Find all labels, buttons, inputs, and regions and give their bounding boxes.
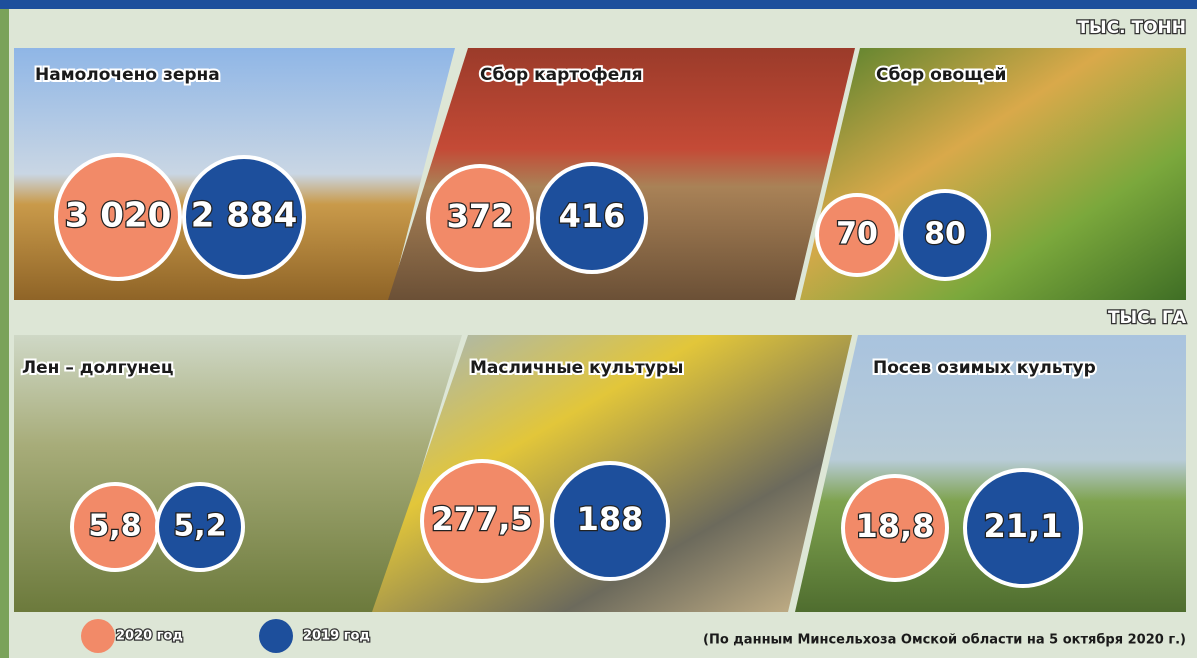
value-2019: 80 [924, 217, 966, 252]
value-2019: 416 [559, 197, 626, 235]
value-2019: 188 [577, 500, 644, 538]
panel-title: Сбор овощей [876, 65, 1006, 85]
value-2019: 21,1 [984, 507, 1063, 545]
value-2020: 18,8 [856, 507, 935, 545]
infographic: ТЫС. ТОНН ТЫС. ГА Намолочено зерна 3 020 2… [0, 0, 1197, 658]
value-2020: 5,8 [88, 509, 141, 544]
panel-title: Масличные культуры [470, 358, 683, 378]
side-strip [0, 9, 9, 658]
panel-title: Лен – долгунец [22, 358, 173, 378]
panel-title: Посев озимых культур [873, 358, 1096, 378]
value-2020: 277,5 [431, 500, 532, 538]
legend-swatch-2019 [259, 619, 293, 653]
value-2020: 3 020 [65, 196, 171, 236]
legend-2019: 2019 год [303, 629, 370, 644]
value-2020: 372 [447, 197, 514, 235]
legend-swatch-2020 [81, 619, 115, 653]
value-2019: 5,2 [173, 509, 226, 544]
units-bottom: ТЫС. ГА [1108, 308, 1187, 328]
panel-title: Сбор картофеля [480, 65, 643, 85]
legend-2020: 2020 год [116, 629, 183, 644]
units-top: ТЫС. ТОНН [1077, 18, 1186, 38]
top-strip [0, 0, 1197, 9]
value-2020: 70 [836, 217, 878, 252]
panel-title: Намолочено зерна [35, 65, 220, 85]
value-2019: 2 884 [191, 196, 297, 236]
source-note: (По данным Минсельхоза Омской области на… [703, 633, 1186, 648]
